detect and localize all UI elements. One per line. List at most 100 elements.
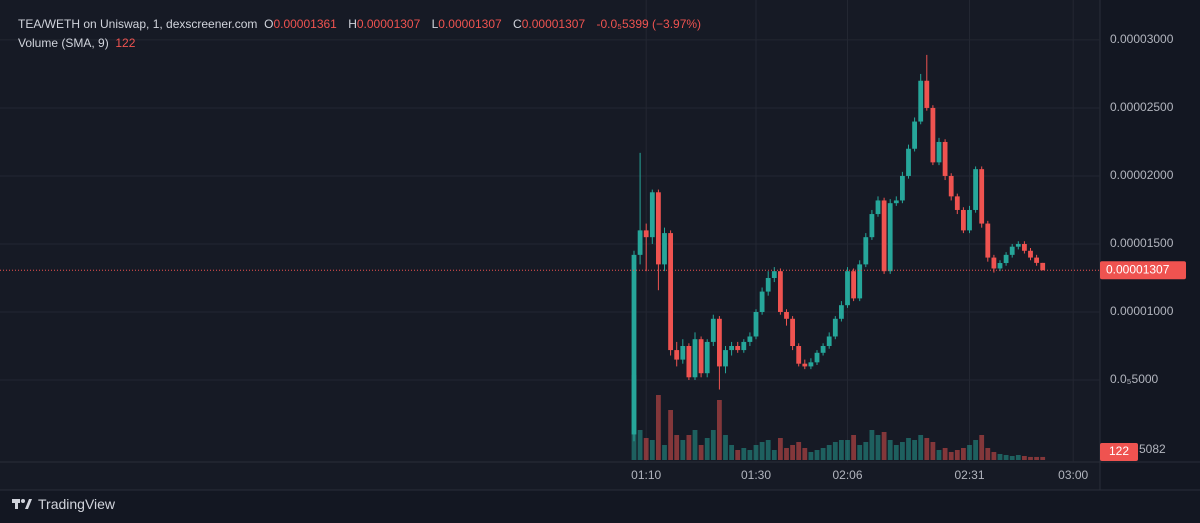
volume-bar [656, 395, 661, 460]
candle-body [948, 175, 954, 197]
candle-body [893, 200, 899, 204]
candle-body [790, 318, 795, 347]
volume-bar [881, 432, 887, 460]
y-tick-label: 0.00001500 [1110, 236, 1174, 250]
candle-body [729, 346, 734, 351]
candle-body [918, 80, 924, 122]
volume-bar [710, 430, 716, 460]
candle-body [1015, 243, 1021, 247]
volume-bar [717, 400, 722, 460]
candle-body [723, 350, 728, 367]
candle-body [851, 271, 856, 299]
plot-area [0, 0, 1100, 490]
volume-bar [814, 450, 820, 460]
volume-bar [686, 435, 692, 460]
volume-bar [680, 440, 686, 460]
volume-bar [747, 450, 753, 460]
volume-bar [863, 442, 869, 460]
volume-bar [851, 435, 856, 460]
volume-bar [924, 438, 930, 460]
candle-body [808, 362, 814, 367]
close-label: C [513, 17, 522, 31]
volume-bar [954, 450, 960, 460]
candle-body [924, 80, 930, 108]
volume-bar [1015, 455, 1021, 460]
volume-bar [979, 435, 985, 460]
candle-body [753, 311, 759, 337]
symbol: TEA/WETH on Uniswap, 1, dexscreener.com [18, 17, 258, 31]
candle-body [906, 148, 911, 176]
x-tick-label: 01:10 [631, 468, 661, 482]
volume-bar [887, 440, 893, 460]
volume-bar [918, 435, 924, 460]
volume-bar [662, 445, 667, 460]
volume-badge [1100, 443, 1138, 461]
candle-body [1040, 262, 1046, 271]
candle-body [881, 200, 887, 272]
volume-bar [643, 438, 649, 460]
volume-label: Volume (SMA, 9) [18, 36, 109, 50]
candle-body [686, 346, 692, 378]
candle-body [991, 257, 997, 269]
x-tick-label: 02:31 [954, 468, 984, 482]
candle-body [649, 192, 655, 238]
candle-body [747, 336, 753, 342]
volume-bar [1040, 456, 1046, 460]
candle-body [656, 192, 661, 265]
last-price-label: 0.00001307 [1106, 262, 1170, 276]
volume-bar [857, 445, 863, 460]
volume-bar [753, 445, 759, 460]
volume-bar [771, 450, 777, 460]
branding: TradingView [12, 496, 115, 512]
candles [631, 54, 1046, 442]
volume-bar [912, 440, 917, 460]
volume-bar [942, 448, 948, 460]
candle-body [674, 350, 680, 360]
candle-body [680, 346, 686, 360]
change-value: -0.0₅5399 (−3.97%) [596, 17, 702, 31]
candle-body [802, 363, 808, 367]
volume-bar [704, 438, 710, 460]
volume-bar [790, 445, 795, 460]
candle-body [631, 254, 637, 435]
candle-body [900, 175, 905, 201]
candle-body [887, 203, 893, 272]
volume-bar [997, 454, 1003, 460]
volume-bar [802, 448, 808, 460]
candle-body [637, 230, 643, 255]
candle-body [936, 141, 942, 163]
volume-value: 122 [115, 36, 136, 50]
candle-body [643, 230, 649, 238]
volume-bar [759, 442, 765, 460]
open-value: 0.00001361 [273, 17, 337, 31]
volume-bars [631, 375, 1046, 460]
candle-body [741, 341, 747, 351]
volume-bar [637, 430, 643, 460]
x-tick-label: 03:00 [1058, 468, 1088, 482]
candle-body [869, 214, 875, 238]
candle-body [857, 264, 863, 299]
candle-body [820, 346, 826, 353]
volume-bar [985, 448, 991, 460]
volume-bar [1003, 455, 1009, 460]
candle-body [1009, 246, 1015, 255]
low-value: 0.00001307 [438, 17, 502, 31]
candle-body [1034, 257, 1039, 263]
candle-body [979, 169, 985, 224]
volume-bar [1009, 456, 1015, 460]
volume-bar [735, 450, 741, 460]
volume-bar [893, 445, 899, 460]
candle-body [863, 237, 869, 265]
candle-body [973, 169, 978, 210]
volume-bar [826, 445, 832, 460]
candle-body [826, 336, 832, 347]
volume-bar [1028, 456, 1033, 460]
candle-body [997, 263, 1003, 269]
low-label: L [431, 17, 439, 31]
y-tick-label: 0.00002500 [1110, 100, 1174, 114]
candle-body [692, 339, 698, 378]
volume-bar [668, 410, 673, 460]
volume-bar [948, 452, 954, 460]
volume-bar [973, 440, 978, 460]
